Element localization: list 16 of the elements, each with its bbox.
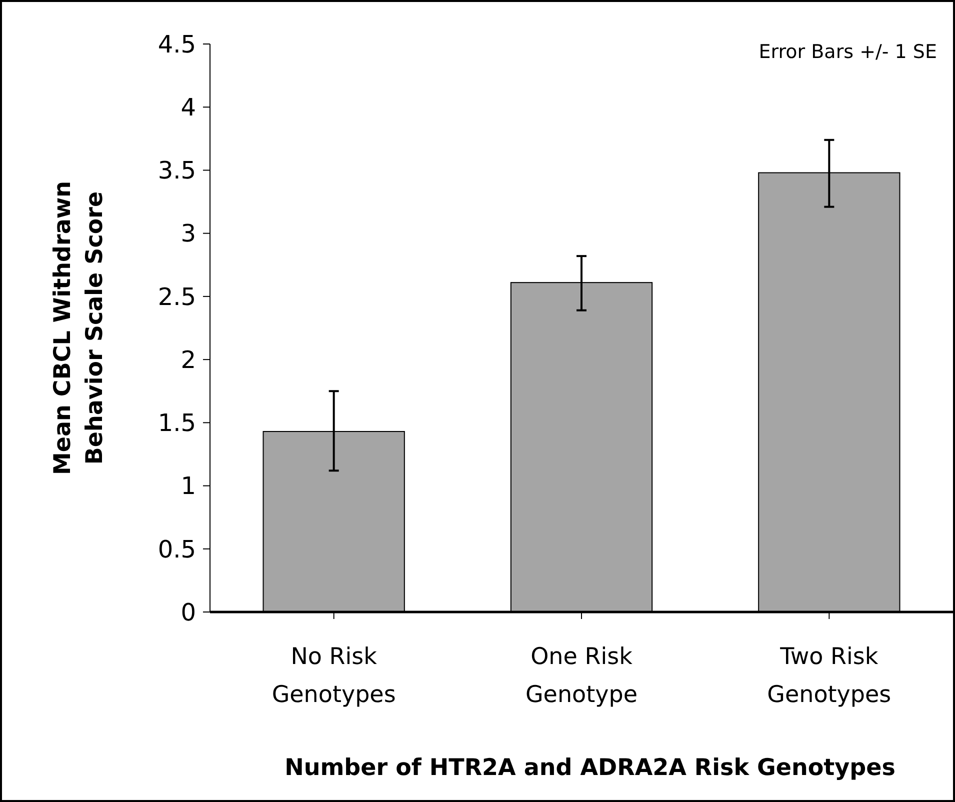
y-tick-label: 3.5 (158, 156, 196, 185)
x-tick-label: Two Risk Genotypes (767, 644, 892, 708)
y-tick-label: 3 (180, 220, 196, 248)
y-tick-label: 0.5 (158, 535, 196, 564)
y-axis-title: Mean CBCL Withdrawn Behavior Scale Score (50, 181, 108, 475)
y-tick-label: 1.5 (158, 409, 196, 438)
x-tick-label: One Risk Genotype (525, 644, 638, 708)
x-axis-title: Number of HTR2A and ADRA2A Risk Genotypes (284, 755, 896, 781)
y-tick-label: 1 (180, 472, 196, 500)
y-tick-label: 4 (180, 94, 196, 122)
y-tick-label: 2.5 (158, 282, 196, 311)
y-tick-label: 2 (180, 346, 196, 374)
y-tick-label: 4.5 (158, 30, 196, 58)
x-tick-label: No Risk Genotypes (272, 644, 396, 708)
y-tick-label: 0 (180, 598, 196, 626)
annotation: Error Bars +/- 1 SE (758, 41, 937, 63)
